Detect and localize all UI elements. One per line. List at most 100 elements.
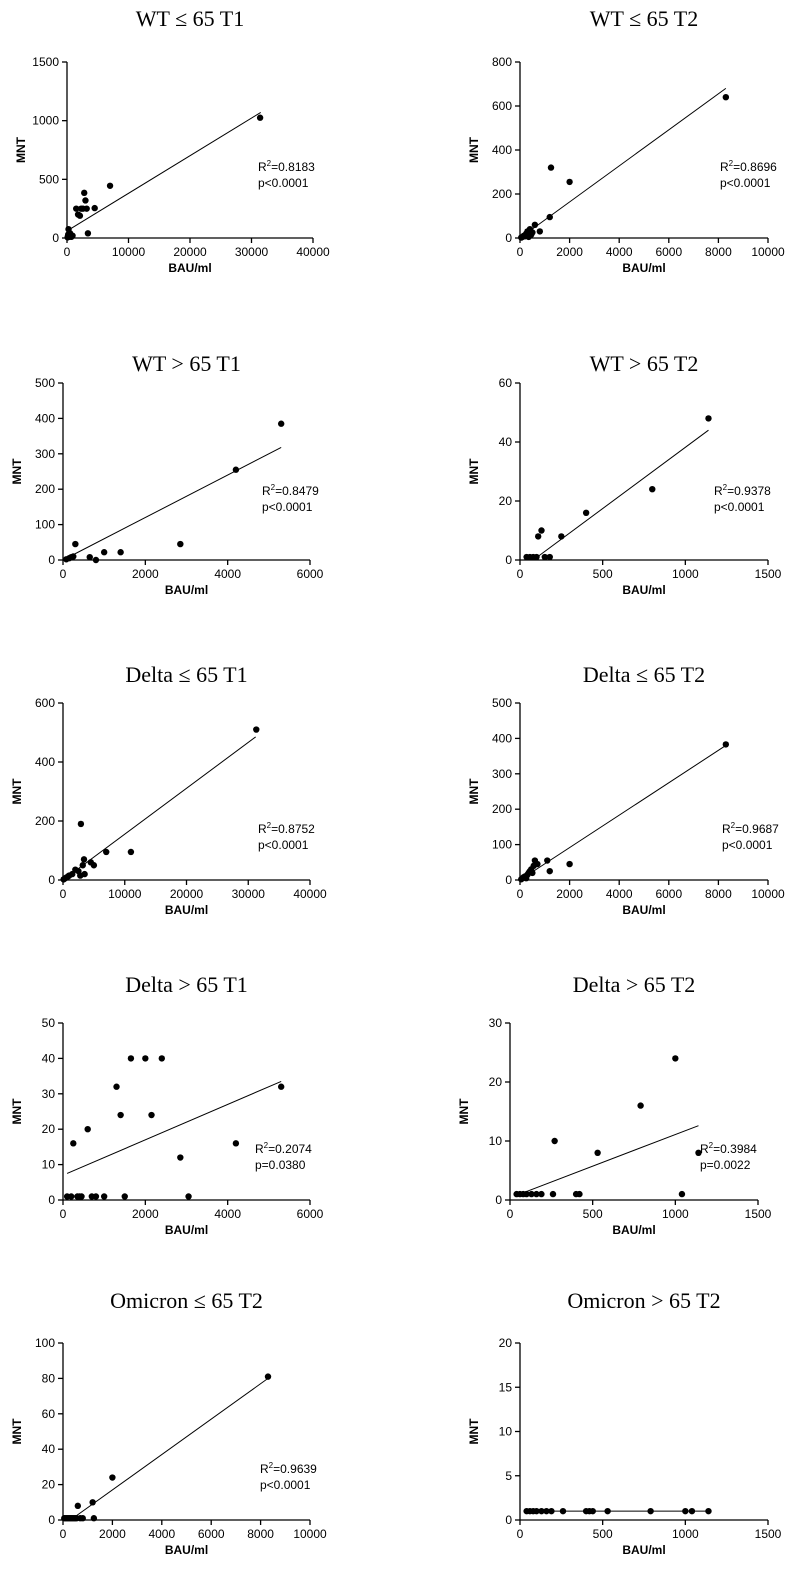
data-point [546, 553, 553, 561]
y-tick-label: 400 [492, 731, 512, 745]
data-point [86, 553, 93, 561]
r-squared-label: R2=0.8479 [262, 483, 319, 498]
regression-line [62, 446, 282, 561]
data-point [73, 205, 80, 212]
y-tick-label: 200 [492, 187, 512, 201]
x-tick-label: 0 [517, 245, 524, 259]
y-tick-label: 400 [492, 143, 512, 157]
x-axis-label: BAU/ml [612, 1223, 655, 1237]
y-axis-label: MNT [467, 136, 481, 163]
data-point [543, 1507, 550, 1515]
data-point [695, 1149, 702, 1157]
data-point [533, 1507, 540, 1515]
chart-panel-6: Delta ≤ 65 T2 0 100 200 300 400 500 0 2000 4000 60… [467, 662, 785, 917]
x-tick-label: 4000 [606, 887, 633, 901]
data-point [77, 820, 85, 828]
x-axis-label: BAU/ml [622, 261, 665, 275]
data-point [78, 1193, 85, 1200]
y-axis-label: MNT [10, 1098, 24, 1125]
r-squared-label: R2=0.3984 [700, 1141, 757, 1156]
y-tick-label: 0 [52, 231, 59, 245]
data-point [82, 197, 89, 204]
chart-title: WT > 65 T2 [590, 351, 699, 376]
data-point [566, 860, 573, 868]
x-tick-label: 6000 [198, 1527, 225, 1541]
y-tick-label: 20 [42, 1478, 56, 1492]
data-point [538, 1190, 545, 1198]
regression-line [66, 1080, 282, 1174]
x-tick-label: 10000 [751, 245, 785, 259]
data-point [544, 857, 551, 864]
y-tick-label: 200 [35, 814, 55, 828]
x-tick-label: 1500 [745, 1207, 772, 1221]
data-point [117, 1111, 124, 1119]
data-point [589, 1507, 596, 1515]
data-point [81, 189, 88, 197]
data-point [79, 1515, 86, 1522]
y-tick-label: 40 [42, 1442, 56, 1456]
y-tick-label: 10 [499, 1425, 513, 1439]
x-tick-label: 1500 [755, 567, 782, 581]
data-point [84, 1126, 91, 1133]
chart-title: Delta > 65 T2 [573, 972, 696, 997]
x-tick-label: 0 [64, 245, 71, 259]
y-axis-label: MNT [10, 1418, 24, 1445]
data-point [548, 1507, 555, 1515]
data-point [89, 1499, 96, 1506]
data-point [127, 848, 135, 856]
x-tick-label: 10000 [112, 245, 146, 259]
x-tick-label: 0 [60, 1207, 67, 1221]
data-point [688, 1507, 696, 1515]
y-tick-label: 100 [35, 518, 55, 532]
data-point [534, 533, 542, 540]
r-squared-label: R2=0.8752 [258, 821, 315, 836]
x-tick-label: 1000 [672, 567, 699, 581]
x-tick-label: 20000 [170, 887, 204, 901]
data-point [117, 549, 124, 556]
p-value-label: p<0.0001 [258, 838, 309, 852]
x-tick-label: 0 [517, 567, 524, 581]
data-point [637, 1102, 644, 1109]
data-point [253, 726, 260, 733]
x-tick-label: 2000 [556, 245, 583, 259]
y-axis-label: MNT [457, 1098, 471, 1125]
p-value-label: p<0.0001 [262, 500, 313, 514]
p-value-label: p<0.0001 [722, 838, 773, 852]
data-point [70, 1140, 77, 1147]
y-tick-label: 500 [39, 172, 59, 186]
chart-panel-7: Delta > 65 T1 0 10 20 30 40 50 0 2000 4000 6000 BAU… [10, 972, 324, 1237]
data-point [142, 1055, 149, 1062]
chart-title: Delta ≤ 65 T1 [125, 662, 247, 687]
x-tick-label: 20000 [173, 245, 207, 259]
data-point [546, 213, 553, 221]
p-value-label: p=0.0380 [255, 1158, 306, 1172]
data-point [121, 1193, 128, 1200]
y-tick-label: 500 [35, 376, 55, 390]
data-point [533, 553, 540, 561]
y-tick-label: 300 [35, 447, 55, 461]
data-point [647, 1507, 654, 1515]
x-tick-label: 8000 [705, 245, 732, 259]
data-point [148, 1111, 155, 1119]
y-tick-label: 80 [42, 1371, 56, 1385]
data-point [92, 1193, 100, 1200]
data-point [74, 1502, 82, 1510]
x-tick-label: 30000 [232, 887, 266, 901]
data-point [277, 1083, 285, 1090]
y-tick-label: 0 [48, 873, 55, 887]
data-point [531, 221, 539, 228]
data-point [70, 553, 77, 560]
regression-line [519, 745, 727, 881]
data-point [80, 856, 88, 863]
r-squared-label: R2=0.9639 [260, 1461, 317, 1476]
data-point [185, 1193, 192, 1200]
data-point [722, 741, 730, 748]
y-tick-label: 50 [42, 1016, 56, 1030]
data-point [72, 540, 79, 548]
y-tick-label: 10 [489, 1134, 503, 1148]
x-tick-label: 0 [507, 1207, 514, 1221]
data-point [177, 540, 184, 548]
x-axis-label: BAU/ml [165, 583, 208, 597]
chart-panel-8: Delta > 65 T2 0 10 20 30 0 500 1000 1500 BAU/ml MN… [457, 972, 772, 1237]
